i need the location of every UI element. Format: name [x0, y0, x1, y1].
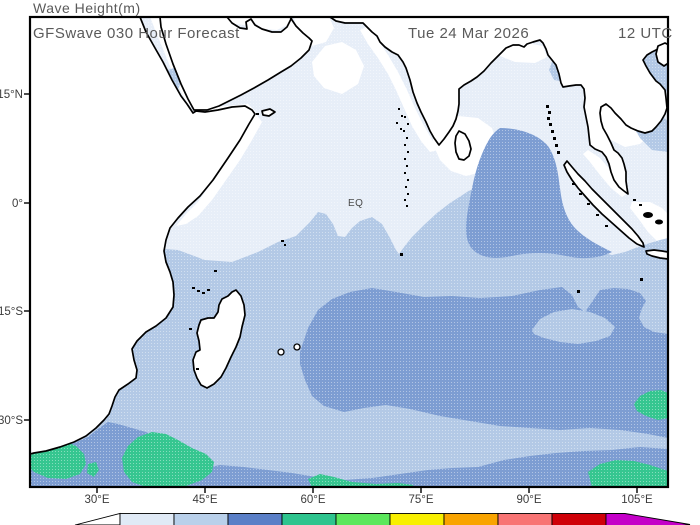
- model-forecast-label: GFSwave 030 Hour Forecast: [33, 25, 240, 42]
- lon-label-45e: 45°E: [192, 494, 217, 506]
- colorbar-seg-3: [227, 513, 283, 525]
- land-socotra: [261, 108, 276, 117]
- lon-label-75e: 75°E: [408, 494, 433, 506]
- forecast-time: 12 UTC: [618, 25, 673, 42]
- colorbar-seg-1: [119, 513, 175, 525]
- lon-label-90e: 90°E: [516, 494, 541, 506]
- colorbar-seg-9: [551, 513, 607, 525]
- lat-label-30s: 30°S: [0, 415, 23, 427]
- colorbar-seg-7: [443, 513, 499, 525]
- colorbar-seg-4: [281, 513, 337, 525]
- lat-label-15s: 15°S: [0, 306, 23, 318]
- land-hainan: [655, 42, 668, 67]
- land-africa: [30, 17, 256, 455]
- small-islands: [189, 105, 663, 370]
- land-sumatra: [563, 160, 645, 248]
- land-arabia: [159, 17, 313, 111]
- island-circles: [277, 343, 301, 356]
- land-asia: [329, 17, 668, 195]
- island-reunion: [277, 348, 285, 356]
- lon-label-60e: 60°E: [300, 494, 325, 506]
- wave-field: EQ: [30, 17, 668, 487]
- forecast-date: Tue 24 Mar 2026: [408, 25, 529, 42]
- lon-label-30e: 30°E: [84, 494, 109, 506]
- colorbar-left-arrow: [74, 512, 121, 525]
- lon-label-105e: 105°E: [621, 494, 653, 506]
- colorbar-seg-5: [335, 513, 391, 525]
- lat-label-15n: 15°N: [0, 89, 23, 101]
- colorbar-right-arrow: [605, 513, 691, 525]
- lat-label-0: 0°: [12, 198, 23, 210]
- colorbar-seg-2: [173, 513, 229, 525]
- page-title: Wave Height(m): [33, 0, 141, 16]
- colorbar-seg-8: [497, 513, 553, 525]
- lat-labels: 15°N 0° 15°S 30°S: [0, 89, 23, 427]
- colorbar-seg-6: [389, 513, 445, 525]
- island-mauritius: [293, 343, 301, 351]
- landmasses: [30, 17, 668, 455]
- land-madagascar: [192, 289, 246, 389]
- equator-label: EQ: [348, 198, 363, 209]
- land-sri-lanka: [454, 130, 472, 161]
- colorbar: [74, 512, 691, 525]
- land-java: [645, 249, 668, 260]
- lat-ticks: [24, 93, 30, 421]
- lon-ticks: [96, 487, 638, 493]
- lon-labels: 30°E 45°E 60°E 75°E 90°E 105°E: [84, 494, 653, 506]
- map-frame: [28, 15, 670, 489]
